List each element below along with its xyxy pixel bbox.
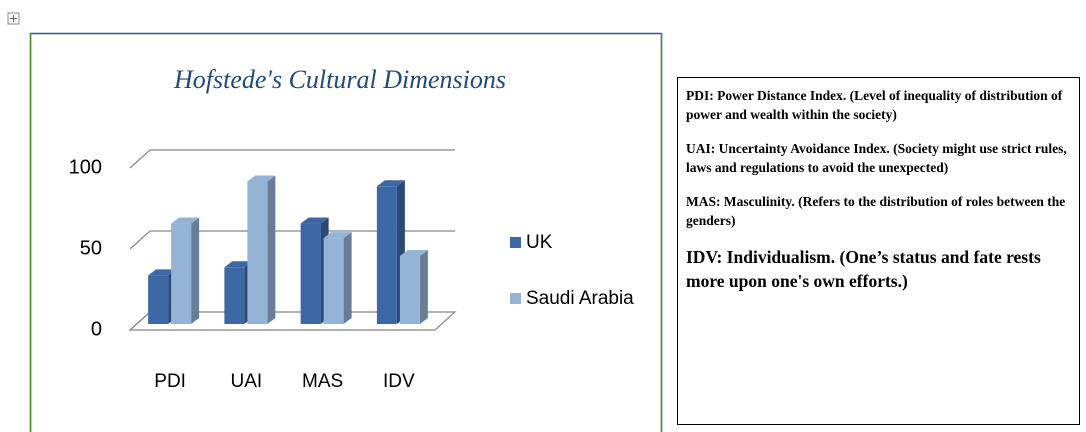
note: PDI: Power Distance Index. (Level of ine…	[686, 88, 1063, 122]
x-tick-label: UAI	[231, 371, 263, 392]
bar-top	[171, 217, 200, 224]
note: IDV: Individualism. (One’s status and fa…	[686, 247, 1041, 291]
y-tick-label: 50	[80, 237, 102, 259]
bar-front	[148, 275, 169, 324]
notes-box: PDI: Power Distance Index. (Level of ine…	[677, 77, 1080, 425]
bar-front	[399, 255, 420, 324]
bar-side	[191, 217, 200, 324]
bar-top	[224, 261, 253, 268]
y-tick-label: 100	[69, 156, 102, 178]
bar-front	[300, 223, 321, 324]
legend-label: Saudi Arabia	[526, 288, 634, 309]
x-tick-label: IDV	[383, 371, 415, 392]
grid-line	[129, 230, 455, 250]
bar-side	[343, 232, 352, 324]
bar	[323, 232, 352, 324]
bar-top	[247, 175, 276, 182]
note: UAI: Uncertainty Avoidance Index. (Socie…	[686, 141, 1067, 175]
move-icon	[10, 15, 17, 22]
bar	[247, 175, 276, 324]
bar-top	[399, 249, 428, 256]
bar-front	[171, 223, 192, 324]
bar-front	[247, 181, 268, 324]
bar-front	[323, 238, 344, 324]
grid-line	[129, 311, 151, 331]
bar-front	[376, 186, 397, 324]
bar	[171, 217, 200, 324]
legend-label: UK	[526, 232, 553, 253]
legend-swatch	[510, 237, 521, 248]
y-tick-label: 0	[91, 318, 102, 340]
bar-top	[376, 180, 405, 187]
bar-top	[300, 217, 329, 224]
x-tick-label: MAS	[302, 371, 343, 392]
chart-title: Hofstede's Cultural Dimensions	[173, 65, 506, 94]
bar-front	[224, 267, 245, 324]
grid-line	[129, 149, 455, 169]
bar-side	[267, 175, 276, 324]
bar-top	[148, 269, 177, 276]
bar-top	[323, 232, 352, 239]
bar	[399, 249, 428, 324]
chart: Hofstede's Cultural Dimensions 0 50 100 PDI…	[7, 12, 663, 432]
bar-side	[419, 249, 428, 324]
x-tick-label: PDI	[154, 371, 186, 392]
note: MAS: Masculinity. (Refers to the distrib…	[686, 194, 1066, 228]
legend-swatch	[510, 293, 521, 304]
